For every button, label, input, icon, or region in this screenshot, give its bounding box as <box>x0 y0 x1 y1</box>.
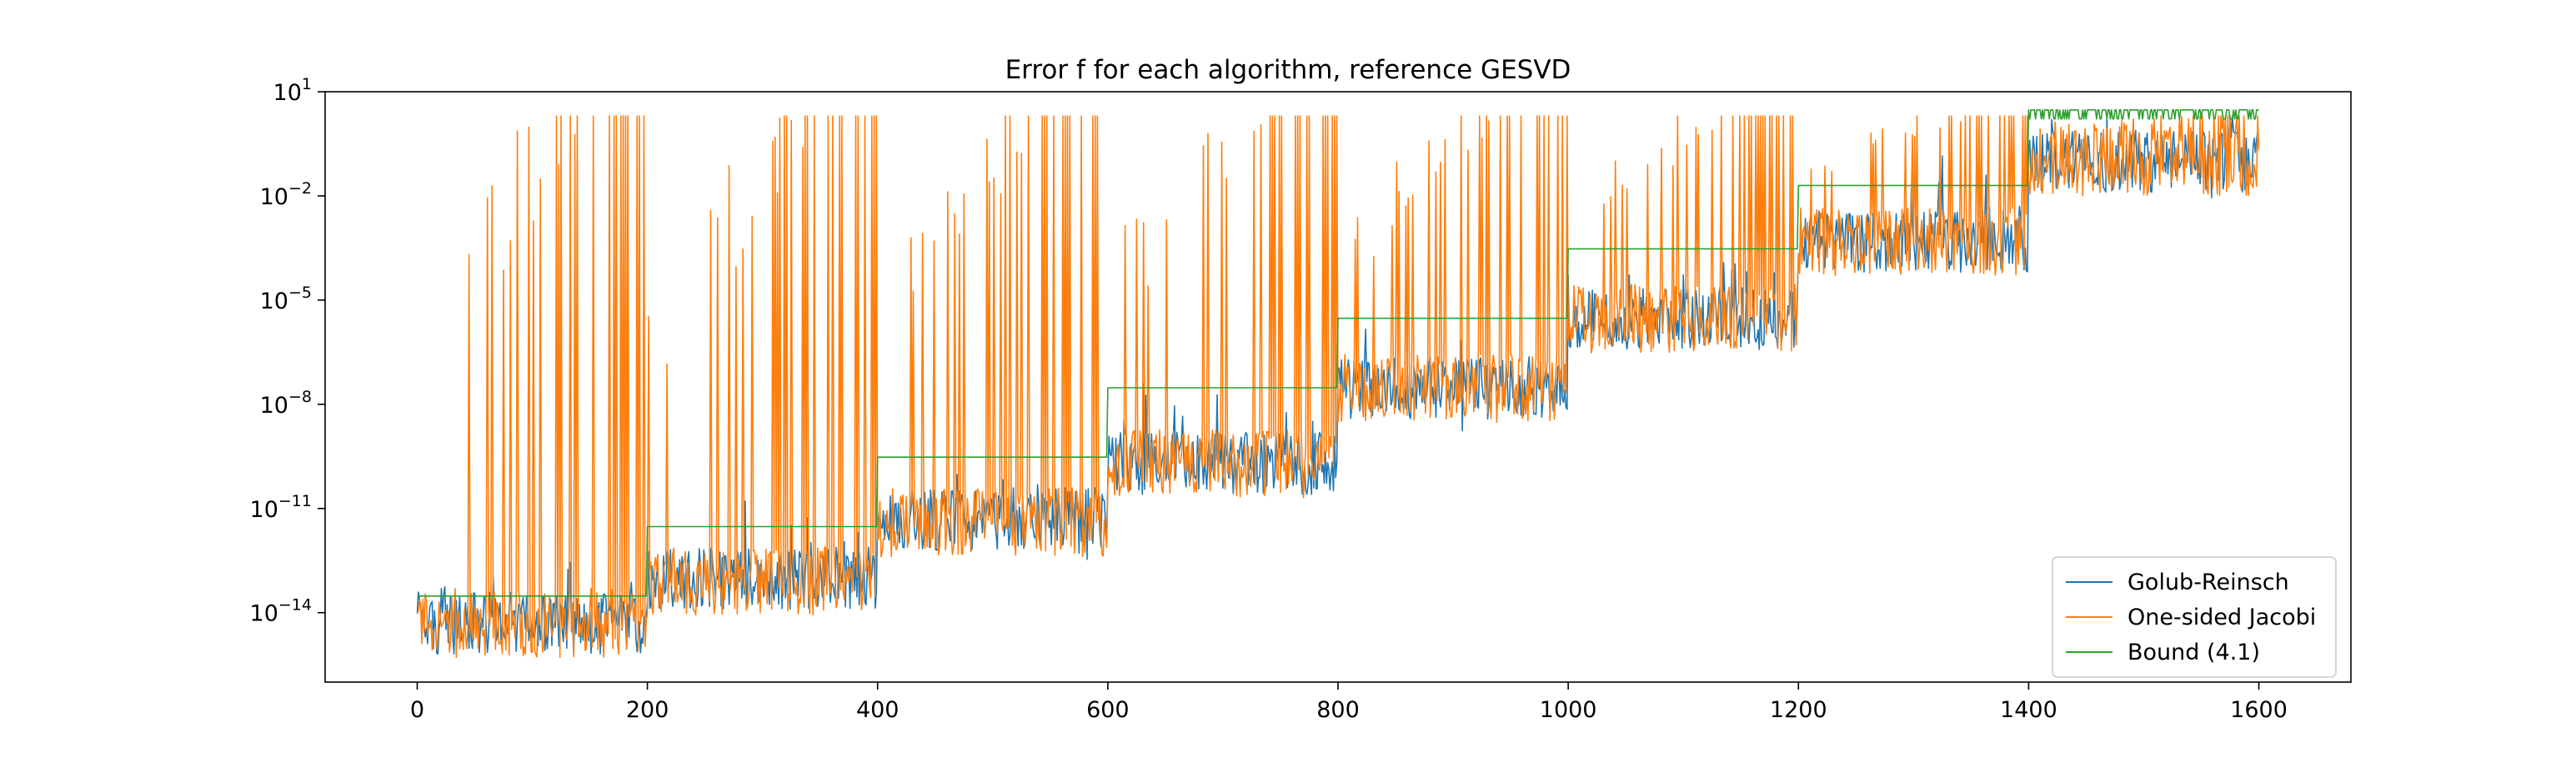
x-tick-label: 600 <box>1086 697 1130 723</box>
axes: 0 200 400 600 800 1000 1200 1400 1600 10−14 10−11 1… <box>250 75 2352 723</box>
x-tick-label: 800 <box>1316 697 1360 723</box>
y-tick-label: 101 <box>273 75 312 106</box>
x-tick-label: 400 <box>856 697 900 723</box>
y-tick-label: 10−14 <box>250 596 312 627</box>
y-tick-label: 10−5 <box>260 284 312 314</box>
x-tick-label: 0 <box>410 697 424 723</box>
legend-label-one-sided-jacobi: One-sided Jacobi <box>2127 605 2316 630</box>
legend-box <box>2052 556 2337 678</box>
y-tick-label: 10−11 <box>250 492 312 523</box>
x-tick-label: 1400 <box>2000 697 2057 723</box>
x-tick-label: 1600 <box>2230 697 2288 723</box>
legend-label-golub-reinsch: Golub-Reinsch <box>2127 570 2289 595</box>
y-tick-label: 10−8 <box>260 388 312 419</box>
series-one-sided-jacobi-line <box>416 115 2260 659</box>
x-tick-label: 200 <box>626 697 669 723</box>
series-bound-line <box>417 109 2259 597</box>
x-tick-label: 1200 <box>1770 697 1827 723</box>
y-tick-label: 10−2 <box>260 179 312 210</box>
legend: Golub-Reinsch One-sided Jacobi Bound (4.1) <box>2052 556 2337 678</box>
legend-label-bound-4-1: Bound (4.1) <box>2127 640 2260 665</box>
plot-area <box>416 109 2260 659</box>
x-tick-label: 1000 <box>1540 697 1597 723</box>
chart-title: Error f for each algorithm, reference GE… <box>1005 55 1571 85</box>
